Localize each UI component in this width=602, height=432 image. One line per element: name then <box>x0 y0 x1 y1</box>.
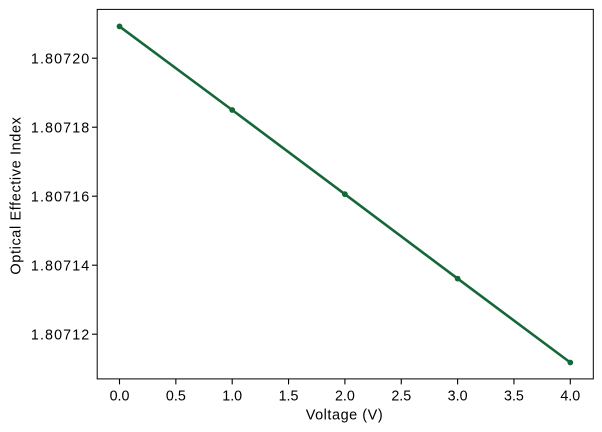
svg-text:1.80716: 1.80716 <box>31 190 89 206</box>
svg-text:2.0: 2.0 <box>335 389 355 405</box>
svg-text:2.5: 2.5 <box>391 389 411 405</box>
svg-text:1.80720: 1.80720 <box>31 52 89 68</box>
svg-text:4.0: 4.0 <box>560 389 580 405</box>
svg-text:1.80718: 1.80718 <box>31 121 89 137</box>
svg-text:0.5: 0.5 <box>166 389 186 405</box>
svg-text:1.5: 1.5 <box>279 389 299 405</box>
svg-text:1.0: 1.0 <box>222 389 242 405</box>
svg-text:3.0: 3.0 <box>448 389 468 405</box>
svg-text:1.80712: 1.80712 <box>31 328 89 344</box>
svg-text:0.0: 0.0 <box>110 389 130 405</box>
svg-text:1.80714: 1.80714 <box>31 259 89 275</box>
svg-text:Voltage (V): Voltage (V) <box>306 408 383 424</box>
svg-text:Optical Effective Index: Optical Effective Index <box>9 116 25 274</box>
svg-text:3.5: 3.5 <box>504 389 524 405</box>
